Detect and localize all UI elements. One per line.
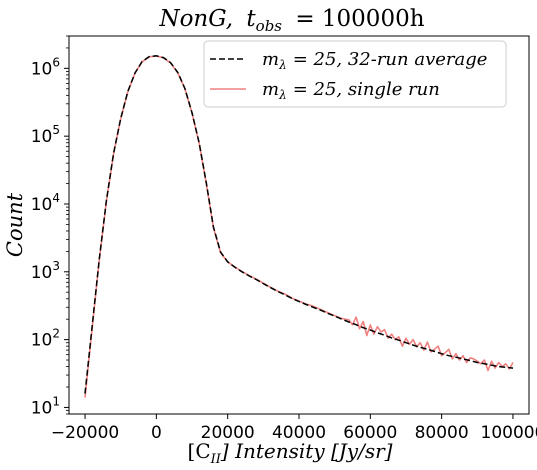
chart-title-sub: obs [256,17,283,35]
legend-average-sub: λ [278,58,287,72]
x-tick-label-4: 60000 [343,423,397,443]
y-tick-label-0: 101 [31,394,60,418]
y-tick-label-2: 103 [31,259,60,283]
series-line-1 [84,55,514,394]
x-axis-label-open: [C [188,439,211,463]
chart-title: NonG, tobs = 100000h [158,6,424,37]
legend-single-rest: = 25, single run [293,79,440,100]
x-tick-label-0: −20000 [51,423,119,443]
legend-average-m: m [262,49,279,70]
x-tick-label-1: 0 [151,423,162,443]
legend-box [203,40,507,108]
x-tick-label-5: 80000 [415,423,469,443]
legend-single-sub: λ [278,88,287,102]
x-axis: −20000 0 20000 40000 60000 80000 100000 [51,414,537,443]
legend-label-average: mλ = 25, 32-run average [262,49,487,72]
y-tick-label-5: 106 [31,55,60,79]
y-tick-label-4: 105 [31,123,60,147]
chart-title-t: t [246,6,256,32]
x-tick-label-3: 40000 [272,423,326,443]
y-tick-label-3: 104 [31,191,60,215]
x-axis-label-rest: ] Intensity [Jy/sr] [220,439,393,463]
y-tick-label-1: 102 [31,327,60,351]
legend-label-single: mλ = 25, single run [262,79,440,102]
x-tick-label-2: 20000 [201,423,255,443]
legend-single-m: m [262,79,279,100]
x-axis-label-sub: II [210,452,222,467]
y-axis-label: Count [3,192,27,257]
x-axis-label: [CII] Intensity [Jy/sr] [188,439,393,467]
series-layer [84,55,514,398]
chart-title-rest: = 100000h [295,6,424,32]
x-tick-label-6: 100000 [481,423,537,443]
legend: mλ = 25, 32-run average mλ = 25, single ru… [203,40,507,108]
y-axis: 101 102 103 104 105 106 [31,35,69,418]
legend-average-rest: = 25, 32-run average [293,49,488,70]
chart-title-name: NonG, [158,6,233,32]
